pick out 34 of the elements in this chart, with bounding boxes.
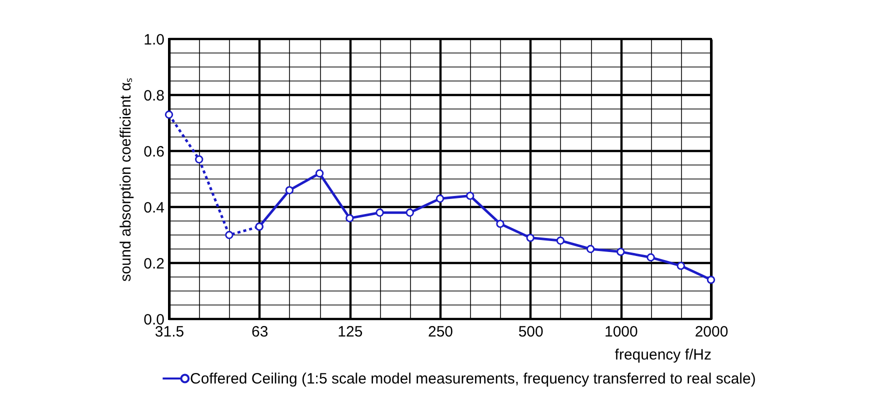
point bbox=[376, 208, 384, 217]
point bbox=[225, 230, 234, 240]
point bbox=[406, 208, 414, 217]
point bbox=[315, 169, 324, 178]
point bbox=[676, 262, 685, 270]
x-tick-label: 31.5 bbox=[154, 324, 184, 340]
point bbox=[346, 214, 354, 222]
point bbox=[436, 194, 444, 203]
point bbox=[616, 248, 625, 256]
point bbox=[646, 253, 655, 262]
y-tick-label: 0.2 bbox=[144, 256, 164, 272]
y-tick-label: 0.8 bbox=[144, 88, 164, 104]
x-tick-label: 500 bbox=[518, 324, 544, 340]
point bbox=[556, 236, 565, 245]
point bbox=[526, 234, 534, 242]
y-axis-title: sound absorption coefficient αₛ bbox=[118, 77, 135, 282]
y-tick-label: 0.6 bbox=[144, 144, 164, 160]
point bbox=[466, 192, 474, 200]
point bbox=[285, 186, 294, 194]
x-tick-label: 63 bbox=[251, 324, 268, 340]
point bbox=[706, 276, 716, 284]
point bbox=[195, 155, 204, 164]
point bbox=[255, 222, 264, 231]
point bbox=[586, 244, 595, 254]
legend-label: Coffered Ceiling (1:5 scale model measurements, frequency transferred to real scale) bbox=[190, 370, 756, 388]
x-axis-title: frequency f/Hz bbox=[614, 346, 712, 364]
x-tick-label: 250 bbox=[428, 324, 454, 340]
x-tick-label: 1000 bbox=[604, 324, 638, 340]
y-tick-label: 1.0 bbox=[144, 32, 164, 48]
x-tick-label: 125 bbox=[338, 324, 363, 340]
y-tick-label: 0.4 bbox=[144, 200, 164, 216]
point bbox=[496, 220, 504, 228]
point bbox=[164, 110, 174, 119]
x-tick-label: 2000 bbox=[694, 324, 728, 340]
